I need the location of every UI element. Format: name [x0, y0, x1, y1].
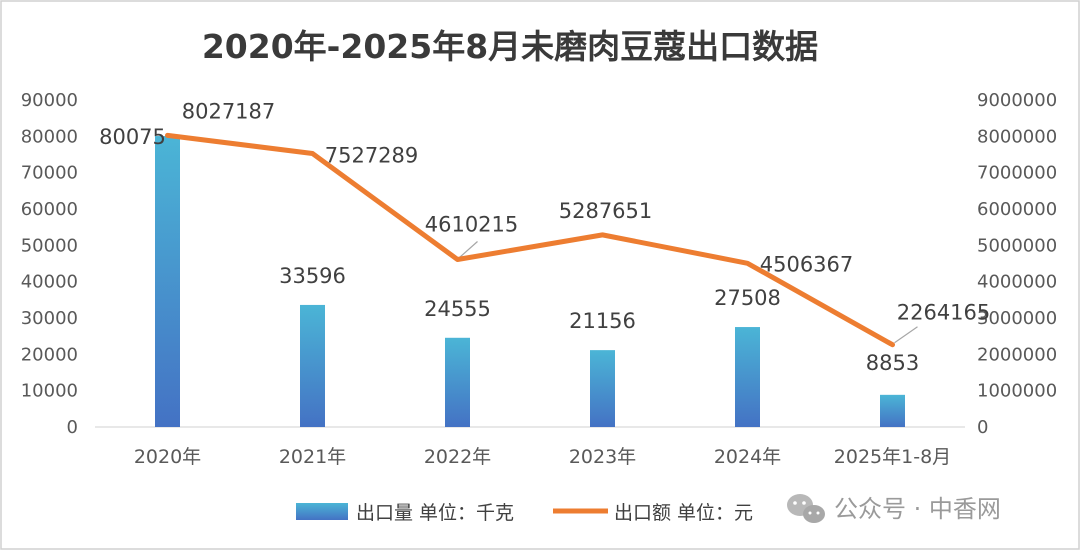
bar	[445, 337, 470, 427]
bar	[735, 327, 760, 427]
line-value-label: 4610215	[425, 212, 519, 236]
left-tick-label: 60000	[21, 199, 78, 220]
wechat-icon	[787, 494, 825, 523]
chart-title: 2020年-2025年8月未磨肉豆蔻出口数据	[202, 27, 818, 66]
legend: 出口量 单位：千克 出口额 单位：元	[296, 502, 753, 524]
series-line	[165, 132, 895, 348]
line-value-label: 8027187	[182, 99, 276, 123]
line-value-label: 7527289	[325, 144, 419, 168]
bar	[300, 304, 325, 427]
legend-bar-swatch	[296, 503, 348, 520]
right-tick-label: 2000000	[977, 344, 1057, 365]
x-tick-label: 2025年1-8月	[834, 446, 951, 468]
line-series	[165, 132, 895, 348]
leader-line	[894, 326, 918, 344]
line-value-label: 4506367	[760, 252, 854, 276]
left-tick-label: 50000	[21, 235, 78, 256]
bar-value-label: 24555	[424, 297, 491, 321]
watermark: 公众号 · 中香网	[787, 494, 1001, 523]
legend-bar-label: 出口量 单位：千克	[356, 502, 514, 524]
x-tick-label: 2020年	[134, 446, 201, 468]
line-value-label: 2264165	[897, 301, 991, 325]
right-tick-label: 6000000	[977, 199, 1057, 220]
bar	[590, 350, 615, 427]
bar-value-label: 80075	[99, 125, 166, 149]
bar-value-label: 8853	[866, 351, 919, 375]
leader-line	[459, 241, 478, 258]
line-labels: 8027187 7527289 4610215 5287651 4506367 22641…	[182, 99, 991, 324]
legend-line-label: 出口额 单位：元	[614, 502, 753, 524]
x-tick-label: 2024年	[714, 446, 781, 468]
right-tick-label: 7000000	[977, 163, 1057, 184]
label-leader-lines	[459, 241, 918, 344]
left-tick-label: 20000	[21, 344, 78, 365]
bar-value-label: 33596	[279, 264, 346, 288]
right-tick-label: 1000000	[977, 381, 1057, 402]
line-value-label: 5287651	[559, 199, 653, 223]
watermark-text: 公众号 · 中香网	[834, 495, 1001, 523]
left-y-axis: 0 10000 20000 30000 40000 50000 60000 70000 8000…	[21, 90, 78, 438]
left-tick-label: 40000	[21, 272, 78, 293]
right-tick-label: 3000000	[977, 308, 1057, 329]
right-tick-label: 9000000	[977, 90, 1057, 111]
x-tick-label: 2021年	[279, 446, 346, 468]
x-tick-label: 2022年	[424, 446, 491, 468]
right-tick-label: 5000000	[977, 235, 1057, 256]
left-tick-label: 80000	[21, 126, 78, 147]
bar-value-label: 21156	[569, 309, 636, 333]
bar-series	[155, 136, 905, 427]
left-tick-label: 30000	[21, 308, 78, 329]
left-tick-label: 10000	[21, 381, 78, 402]
bar-value-label: 27508	[714, 286, 781, 310]
bar	[155, 136, 180, 427]
left-tick-label: 0	[67, 417, 78, 438]
right-tick-label: 8000000	[977, 126, 1057, 147]
x-axis: 2020年 2021年 2022年 2023年 2024年 2025年1-8月	[134, 446, 951, 468]
bar	[880, 394, 905, 427]
right-tick-label: 0	[977, 417, 988, 438]
left-tick-label: 70000	[21, 163, 78, 184]
x-tick-label: 2023年	[569, 446, 636, 468]
right-y-axis: 0 1000000 2000000 3000000 4000000 5000000 6000…	[977, 90, 1057, 438]
left-tick-label: 90000	[21, 90, 78, 111]
bar-labels: 80075 33596 24555 21156 27508 8853	[99, 125, 919, 375]
right-tick-label: 4000000	[977, 272, 1057, 293]
